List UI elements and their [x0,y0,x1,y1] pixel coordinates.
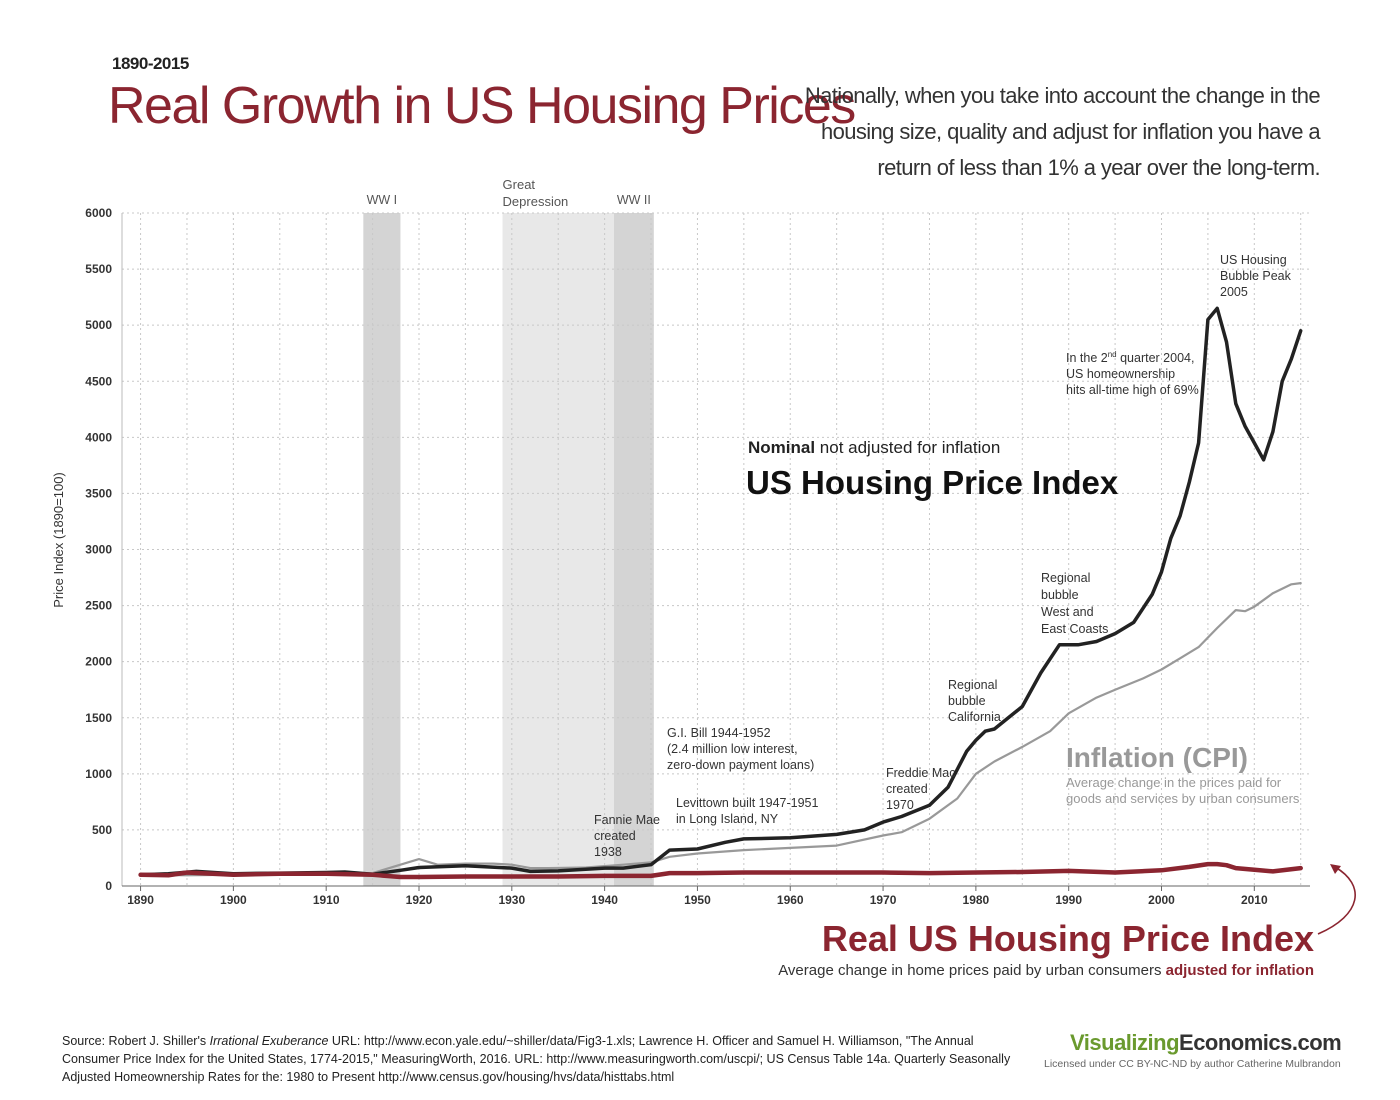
y-tick-label: 4500 [85,374,112,388]
y-tick-label: 500 [92,823,112,837]
annotation-west-east: Regional bubble West and East Coasts [1041,571,1108,636]
callout-arrow [1317,866,1356,935]
source-italic: Irrational Exuberance [209,1034,329,1048]
x-tick-label: 1920 [406,893,433,907]
source-prefix: Source: Robert J. Shiller's [62,1034,210,1048]
source-note: Source: Robert J. Shiller's Irrational E… [62,1032,1012,1086]
x-tick-label: 1960 [777,893,804,907]
y-tick-label: 2000 [85,655,112,669]
y-axis-label: Price Index (1890=100) [51,472,66,608]
cpi-label: Inflation (CPI) Average change in the pr… [1066,742,1300,806]
period-label: WW II [617,193,651,207]
y-tick-label: 1000 [85,767,112,781]
brand-part-b: Economics.com [1179,1030,1342,1055]
chart-years: 1890-2015 [112,54,189,73]
chart-title: Real Growth in US Housing Prices [108,77,856,135]
real-title: Real US Housing Price Index [822,918,1314,959]
y-tick-label: 3000 [85,543,112,557]
period-label: WW I [367,193,398,207]
nominal-title: US Housing Price Index [746,464,1119,501]
period-band [363,213,401,886]
x-tick-label: 1900 [220,893,247,907]
real-desc-bold: adjusted for inflation [1166,962,1314,979]
x-tick-label: 1930 [498,893,525,907]
x-tick-label: 1940 [591,893,618,907]
y-tick-label: 1500 [85,711,112,725]
annotation-california: Regional bubble California [948,678,1001,724]
arrow-head [1330,864,1341,874]
us-housing-price-index-line [138,306,1303,877]
y-tick-label: 4000 [85,430,112,444]
source-rest: URL: http://www.econ.yale.edu/~shiller/d… [62,1034,1011,1084]
nominal-rest: not adjusted for inflation [815,438,1000,457]
x-tick-label: 2010 [1241,893,1268,907]
series-lines [138,306,1303,880]
x-tick-label: 1970 [870,893,897,907]
x-tick-label: 2000 [1148,893,1175,907]
nominal-label: Nominal not adjusted for inflation US Ho… [746,438,1119,501]
y-tick-label: 6000 [85,206,112,220]
annotation-fannie-mae: Fannie Mae created 1938 [594,813,660,859]
y-tick-label: 3500 [85,486,112,500]
x-tick-label: 1950 [684,893,711,907]
brand-part-a: Visualizing [1070,1030,1180,1055]
nominal-bold: Nominal [748,438,815,457]
brand-logo: VisualizingEconomics.com [1070,1030,1342,1056]
svg-text:Nominal not adjusted for infla: Nominal not adjusted for inflation [748,438,1000,457]
license-note: Licensed under CC BY-NC-ND by author Cat… [1044,1058,1341,1070]
cpi-description: Average change in the prices paid for goo… [1066,775,1300,806]
y-tick-label: 5000 [85,318,112,332]
real-us-housing-price-index-line [138,861,1303,880]
x-tick-label: 1990 [1055,893,1082,907]
line-chart: 0 500 1000 1500 2000 2500 3000 3500 4000 4500 5000… [51,177,1356,979]
annotation-homeownership: In the 2nd quarter 2004, US homeownership… [1066,350,1199,397]
inflation-cpi-line [139,581,1302,877]
cpi-title: Inflation (CPI) [1066,742,1248,773]
chart-subtitle: Nationally, when you take into account t… [804,83,1321,180]
axes: 0 500 1000 1500 2000 2500 3000 3500 4000 4500 5000… [85,206,1310,907]
real-desc: Average change in home prices paid by ur… [778,962,1165,979]
y-tick-label: 5500 [85,262,112,276]
x-tick-label: 1980 [963,893,990,907]
y-tick-label: 0 [105,879,112,893]
y-tick-label: 2500 [85,599,112,613]
annotation-peak: US Housing Bubble Peak 2005 [1220,253,1292,299]
real-label: Real US Housing Price Index Average chan… [778,864,1356,979]
x-tick-label: 1910 [313,893,340,907]
annotations: WW I WW II Great Depression Fannie Mae create… [367,177,1292,859]
period-label-depression: Great Depression [503,177,569,209]
x-tick-label: 1890 [127,893,154,907]
annotation-levittown: Levittown built 1947-1951 in Long Island,… [676,796,819,826]
svg-text:Average change in home prices: Average change in home prices paid by ur… [778,962,1314,979]
annotation-freddie-mac: Freddie Mac created 1970 [886,766,955,812]
annotation-gi-bill: G.I. Bill 1944-1952 (2.4 million low inte… [667,726,814,772]
